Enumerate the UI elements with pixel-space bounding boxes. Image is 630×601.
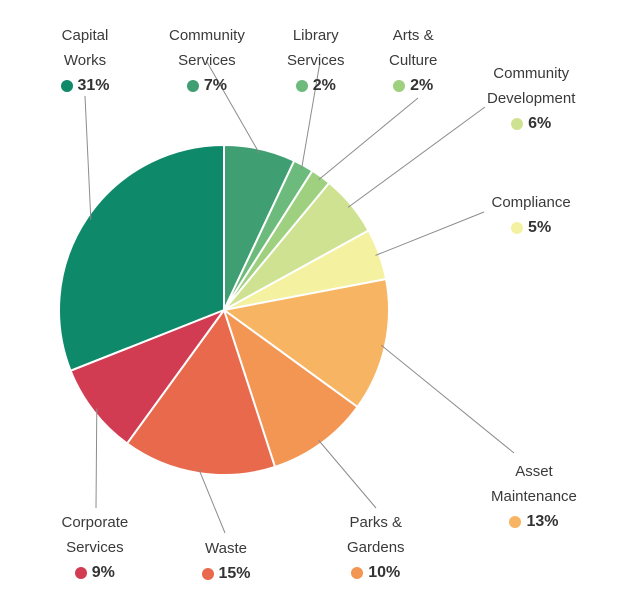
legend-dot-icon <box>74 566 87 579</box>
leader-line <box>198 468 226 534</box>
slice-label-text: Waste <box>205 540 247 557</box>
slice-label: Community Development 6% <box>487 61 575 138</box>
slice-percent-value: 2% <box>312 77 336 94</box>
slice-percent: 15% <box>201 561 251 586</box>
leader-line <box>380 344 515 454</box>
leader-line <box>347 106 486 208</box>
legend-dot-icon <box>393 79 406 92</box>
slice-label-text: Works <box>63 52 107 69</box>
slice-percent: 13% <box>509 509 558 534</box>
slice-percent-value: 5% <box>528 219 552 236</box>
slice-percent-value: 15% <box>218 565 251 582</box>
slice-label-text: Capital <box>61 27 109 44</box>
leader-line <box>375 211 485 256</box>
slice-label-text: Services <box>66 539 124 556</box>
slice-label-text: Development <box>487 90 576 107</box>
legend-dot-icon <box>511 221 524 234</box>
slice-percent: 6% <box>511 111 551 136</box>
slice-percent-value: 13% <box>526 513 559 530</box>
slice-label-text: Services <box>178 52 236 69</box>
slice-label: Corporate Services 9% <box>62 510 129 587</box>
slice-percent-value: 2% <box>410 77 434 94</box>
legend-dot-icon <box>60 79 73 92</box>
legend-dot-icon <box>201 567 214 580</box>
slice-percent-value: 31% <box>77 77 110 94</box>
slice-percent: 5% <box>511 215 551 240</box>
slice-label-text: Parks & <box>349 514 403 531</box>
pie-slice-corporate-services <box>69 307 227 445</box>
slice-percent: 2% <box>393 73 433 98</box>
leader-line <box>84 95 92 220</box>
slice-label-text: Corporate <box>61 514 129 531</box>
slice-percent: 2% <box>295 73 336 98</box>
slice-percent: 31% <box>60 73 110 98</box>
legend-dot-icon <box>509 515 522 528</box>
slice-percent-value: 10% <box>368 564 401 581</box>
slice-percent: 9% <box>74 560 115 585</box>
slice-label-text: Compliance <box>491 194 571 211</box>
pie-slice-capital-works <box>58 143 225 373</box>
slice-label-text: Asset <box>515 463 553 480</box>
leader-line <box>95 408 98 509</box>
slice-label: Library Services 2% <box>287 23 345 100</box>
slice-percent-value: 7% <box>203 77 227 94</box>
slice-label: Parks & Gardens 10% <box>347 510 405 587</box>
leader-line <box>318 439 377 509</box>
pie-slice-waste <box>125 307 277 476</box>
slice-label-text: Arts & <box>392 27 434 44</box>
slice-percent: 7% <box>186 73 227 98</box>
legend-dot-icon <box>351 566 364 579</box>
slice-percent-value: 9% <box>91 564 115 581</box>
slice-percent-value: 6% <box>528 115 552 132</box>
slice-label: Waste 15% <box>201 536 251 588</box>
slice-label: Capital Works 31% <box>60 23 110 100</box>
slice-label: Compliance 5% <box>492 190 571 242</box>
slice-label-text: Library <box>292 27 339 44</box>
slice-label-text: Services <box>287 52 345 69</box>
slice-label: Community Services 7% <box>169 23 245 100</box>
slice-label-text: Gardens <box>347 539 405 556</box>
leader-line <box>318 97 419 181</box>
legend-dot-icon <box>511 117 524 130</box>
slice-label-text: Maintenance <box>491 488 577 505</box>
slice-label-text: Community <box>493 65 570 82</box>
leader-line <box>301 61 321 169</box>
pie-slice-asset-maintenance <box>221 277 391 409</box>
legend-dot-icon <box>186 79 199 92</box>
slice-label: Arts & Culture 2% <box>389 23 437 100</box>
slice-percent: 10% <box>351 560 400 585</box>
slice-label-text: Community <box>169 27 245 44</box>
slice-label-text: Culture <box>389 52 438 69</box>
slice-label: Asset Maintenance 13% <box>491 459 577 536</box>
legend-dot-icon <box>295 79 308 92</box>
leader-line <box>206 61 260 154</box>
